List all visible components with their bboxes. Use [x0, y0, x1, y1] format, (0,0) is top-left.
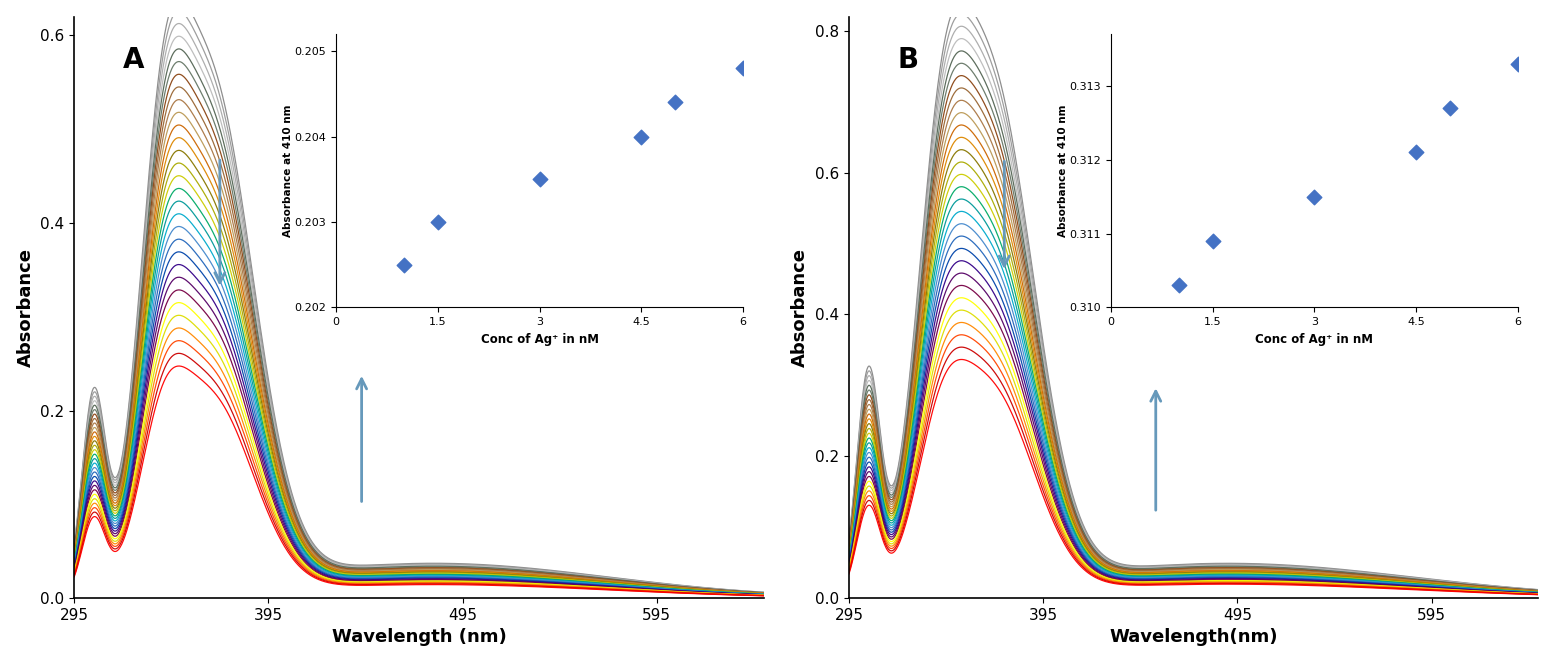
Y-axis label: Absorbance: Absorbance [791, 248, 810, 367]
X-axis label: Wavelength (nm): Wavelength (nm) [331, 629, 507, 646]
Text: A: A [123, 46, 145, 74]
X-axis label: Wavelength(nm): Wavelength(nm) [1109, 629, 1278, 646]
Y-axis label: Absorbance: Absorbance [17, 248, 34, 367]
Text: B: B [897, 46, 919, 74]
